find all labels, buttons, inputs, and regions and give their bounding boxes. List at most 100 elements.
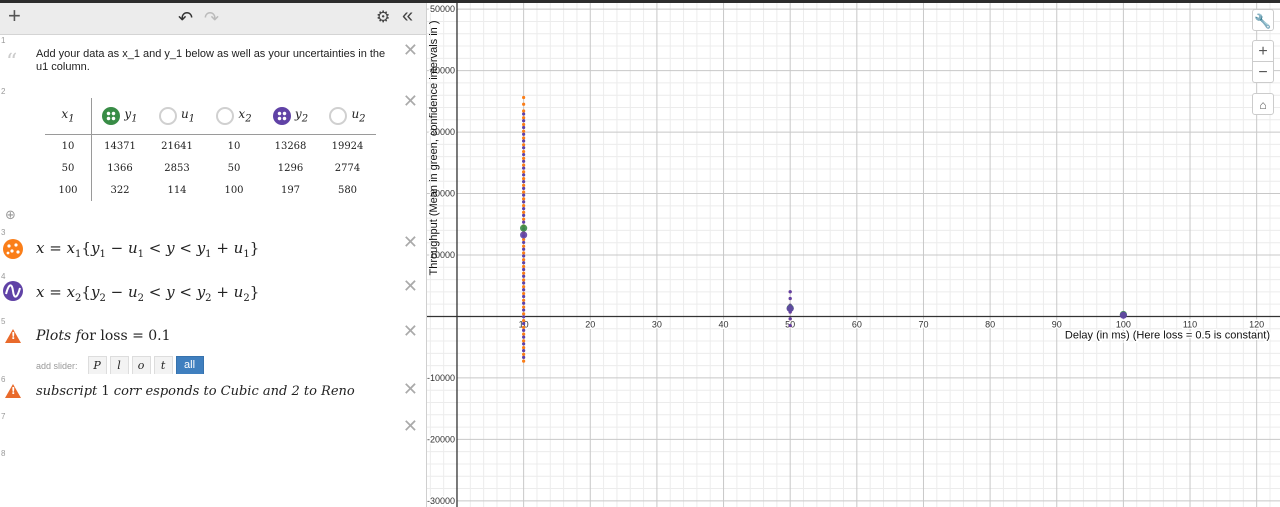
table-cell[interactable]: 14371 bbox=[104, 140, 136, 152]
interval-dot bbox=[522, 207, 526, 211]
interval-dot bbox=[522, 237, 526, 242]
table-cell[interactable]: 10 bbox=[227, 140, 241, 152]
table-cell[interactable]: 1366 bbox=[107, 162, 133, 174]
expression-4[interactable]: 4 x = x2{y2 − u2 < y < y2 + u2} ✕ bbox=[0, 271, 426, 317]
hidden-column-icon[interactable] bbox=[329, 107, 348, 125]
wrench-icon[interactable]: 🔧 bbox=[1252, 9, 1274, 31]
data-point bbox=[520, 231, 528, 239]
expression-4-math[interactable]: x = x2{y2 − u2 < y < y2 + u2} bbox=[36, 283, 260, 304]
delete-expression-icon[interactable]: ✕ bbox=[402, 276, 418, 296]
expression-index: 5 bbox=[1, 317, 6, 326]
zoom-fit-icon[interactable]: ⊕ bbox=[5, 207, 16, 222]
table-cell[interactable]: 21641 bbox=[161, 140, 193, 152]
home-icon[interactable]: ⌂ bbox=[1252, 93, 1274, 115]
delete-expression-icon[interactable]: ✕ bbox=[402, 416, 418, 436]
expression-index: 8 bbox=[1, 449, 6, 458]
expression-3[interactable]: 3 x = x1{y1 − u1 < y < y1 + u1} ✕ bbox=[0, 227, 426, 272]
interval-dot bbox=[522, 132, 526, 136]
table-header-y2[interactable]: y2 bbox=[262, 98, 319, 135]
table-cell[interactable]: 2853 bbox=[164, 162, 190, 174]
y-tick-label: -10000 bbox=[427, 373, 455, 383]
table-cell[interactable]: 580 bbox=[337, 184, 358, 196]
table-cell[interactable]: 1296 bbox=[277, 162, 304, 174]
points-icon[interactable] bbox=[3, 239, 23, 259]
expression-6-math[interactable]: subscript 1 corr esponds to Cubic and 2 … bbox=[36, 384, 355, 399]
interval-dot bbox=[522, 355, 526, 359]
x-tick-label: 90 bbox=[1052, 319, 1062, 329]
expression-index: 7 bbox=[1, 412, 6, 421]
graph-svg[interactable]: 1020304050607080901001101205000040000300… bbox=[427, 3, 1280, 507]
top-border bbox=[0, 0, 1280, 3]
slider-button-t[interactable]: t bbox=[153, 356, 173, 375]
table-cell[interactable]: 13268 bbox=[274, 140, 307, 152]
interval-dot bbox=[522, 321, 526, 326]
delete-expression-icon[interactable]: ✕ bbox=[402, 40, 418, 60]
expression-6[interactable]: 6 subscript 1 corr esponds to Cubic and … bbox=[0, 374, 426, 412]
table-cell[interactable]: 19924 bbox=[331, 140, 364, 152]
redo-button[interactable]: ↷ bbox=[204, 8, 220, 28]
table-cell[interactable]: 114 bbox=[167, 184, 187, 196]
delete-expression-icon[interactable]: ✕ bbox=[402, 321, 418, 341]
interval-dot bbox=[522, 301, 526, 305]
collapse-panel-button[interactable]: « bbox=[402, 5, 414, 27]
warning-icon[interactable] bbox=[5, 329, 21, 343]
y-axis-label: Throughput (Mean in green, confidence in… bbox=[428, 21, 440, 276]
green-points-icon[interactable] bbox=[102, 107, 121, 125]
table-cell[interactable]: 100 bbox=[224, 184, 244, 196]
table-cell[interactable]: 197 bbox=[280, 184, 301, 196]
interval-dot bbox=[522, 359, 526, 363]
warning-icon[interactable] bbox=[5, 384, 21, 398]
table-header-u1[interactable]: u1 bbox=[148, 98, 206, 135]
table-cell[interactable]: 10 bbox=[45, 134, 92, 157]
slider-button-all[interactable]: all bbox=[175, 356, 204, 375]
expression-index: 1 bbox=[1, 36, 6, 45]
expression-2-table[interactable]: 2 ✕ x1 y1 u1 x2 bbox=[0, 86, 426, 228]
table-header-x2[interactable]: x2 bbox=[206, 98, 262, 135]
major-grid bbox=[427, 3, 1280, 507]
slider-button-o[interactable]: o bbox=[131, 356, 151, 375]
graph-area[interactable]: 1020304050607080901001101205000040000300… bbox=[427, 3, 1280, 507]
interval-dot bbox=[522, 136, 526, 140]
table-header-x1[interactable]: x1 bbox=[45, 98, 92, 135]
interval-dot bbox=[522, 288, 526, 292]
expression-1-note[interactable]: 1 “ Add your data as x_1 and y_1 below a… bbox=[0, 35, 426, 87]
interval-dot bbox=[522, 328, 526, 332]
table-cell[interactable]: 50 bbox=[227, 162, 241, 174]
hidden-column-icon[interactable] bbox=[216, 107, 235, 125]
slider-button-l[interactable]: l bbox=[109, 356, 129, 375]
hidden-column-icon[interactable] bbox=[158, 107, 177, 125]
delete-expression-icon[interactable]: ✕ bbox=[402, 232, 418, 252]
table-cell[interactable]: 50 bbox=[45, 157, 92, 179]
delete-expression-icon[interactable]: ✕ bbox=[402, 379, 418, 399]
zoom-in-icon[interactable]: + bbox=[1252, 40, 1274, 62]
curve-icon[interactable] bbox=[3, 281, 23, 301]
expression-7-empty[interactable]: 7 ✕ bbox=[0, 411, 426, 449]
expression-5[interactable]: 5 Plots for loss = 0.1 add slider: P l o… bbox=[0, 316, 426, 375]
table-header-y1[interactable]: y1 bbox=[91, 98, 148, 135]
interval-dot bbox=[522, 332, 526, 336]
expression-8-empty[interactable]: 8 bbox=[0, 448, 426, 480]
axes bbox=[427, 3, 1280, 507]
settings-gear-icon[interactable]: ⚙ bbox=[376, 9, 391, 26]
interval-dot bbox=[522, 335, 526, 339]
expression-5-math[interactable]: Plots for loss = 0.1 bbox=[36, 328, 171, 344]
interval-dot bbox=[522, 186, 526, 190]
slider-button-p[interactable]: P bbox=[87, 356, 107, 375]
expression-3-math[interactable]: x = x1{y1 − u1 < y < y1 + u1} bbox=[36, 239, 260, 260]
table-cell[interactable]: 100 bbox=[45, 179, 92, 201]
table-cell[interactable]: 322 bbox=[110, 184, 130, 196]
table-cell[interactable]: 2774 bbox=[334, 162, 361, 174]
purple-points-icon[interactable] bbox=[272, 107, 291, 125]
table-row: 100 322 114 100 197 580 bbox=[45, 179, 376, 201]
undo-button[interactable]: ↶ bbox=[178, 8, 194, 28]
expression-index: 6 bbox=[1, 375, 6, 384]
interval-dot bbox=[522, 264, 526, 269]
interval-dot bbox=[522, 346, 526, 350]
expression-index: 4 bbox=[1, 272, 6, 281]
table-row: 50 1366 2853 50 1296 2774 bbox=[45, 157, 376, 179]
delete-expression-icon[interactable]: ✕ bbox=[402, 91, 418, 111]
interval-dot bbox=[522, 193, 526, 197]
add-expression-button[interactable]: + bbox=[8, 3, 21, 28]
zoom-out-icon[interactable]: − bbox=[1252, 61, 1274, 83]
table-header-u2[interactable]: u2 bbox=[319, 98, 376, 135]
